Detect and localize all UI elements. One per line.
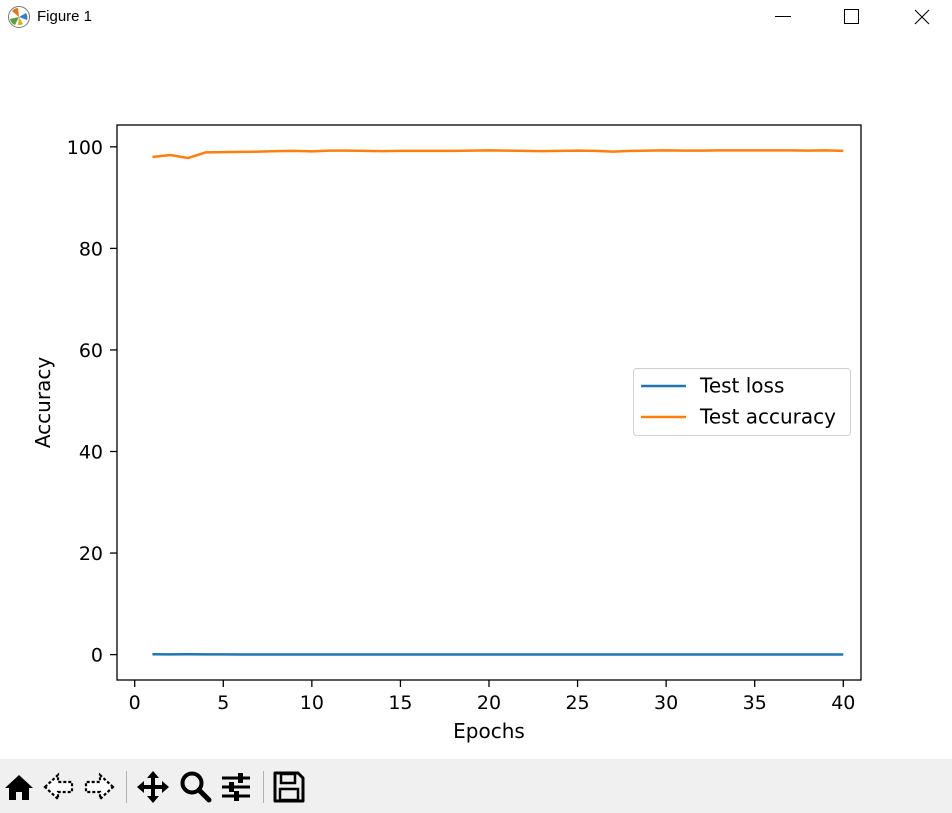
toolbar-separator <box>126 771 127 803</box>
forward-icon <box>84 772 115 802</box>
series-line-test-accuracy <box>152 149 844 160</box>
forward-button[interactable] <box>80 769 116 805</box>
x-axis-label: Epochs <box>453 719 525 743</box>
x-tick-label: 25 <box>565 692 589 714</box>
y-tick-label: 40 <box>79 442 103 464</box>
home-icon <box>5 775 33 800</box>
x-tick-label: 10 <box>300 692 324 714</box>
plot-frame <box>116 124 862 681</box>
window-titlebar: Figure 1 <box>0 0 952 36</box>
zoom-button[interactable] <box>177 769 213 805</box>
save-button[interactable] <box>271 769 307 805</box>
minimize-button[interactable] <box>760 0 806 34</box>
y-tick-label: 60 <box>79 340 103 362</box>
window-title: Figure 1 <box>37 8 93 25</box>
toolbar-separator <box>263 771 264 803</box>
maximize-icon <box>844 9 859 24</box>
x-tick-label: 40 <box>831 692 855 714</box>
pan-button[interactable] <box>135 769 171 805</box>
pan-icon <box>137 771 169 803</box>
x-tick-label: 30 <box>654 692 678 714</box>
navigation-toolbar <box>0 759 952 813</box>
back-icon <box>43 772 74 802</box>
close-button[interactable] <box>899 0 945 34</box>
maximize-button[interactable] <box>829 0 875 34</box>
y-tick-label: 0 <box>91 645 103 667</box>
legend-label-loss: Test loss <box>699 374 784 398</box>
x-tick-label: 20 <box>477 692 501 714</box>
x-tick-label: 0 <box>129 692 141 714</box>
configure-subplots-icon <box>222 773 250 801</box>
close-icon <box>914 9 930 25</box>
matplotlib-icon <box>8 6 30 28</box>
x-tick-label: 35 <box>743 692 767 714</box>
figure-canvas: 0 5 10 15 20 25 30 35 40 0 20 40 60 80 100 Epochs Acc… <box>0 36 952 759</box>
y-axis-label: Accuracy <box>31 357 55 448</box>
x-tick-label: 15 <box>388 692 412 714</box>
configure-subplots-button[interactable] <box>218 769 254 805</box>
legend-frame <box>633 368 851 436</box>
minimize-icon <box>775 16 791 17</box>
legend: Test loss Test accuracy <box>633 368 851 436</box>
back-button[interactable] <box>42 769 78 805</box>
x-tick-label: 5 <box>217 692 229 714</box>
save-icon <box>273 771 305 803</box>
legend-label-accuracy: Test accuracy <box>699 405 836 429</box>
y-tick-label: 80 <box>79 238 103 260</box>
zoom-icon <box>180 771 212 803</box>
y-tick-label: 20 <box>79 543 103 565</box>
line-chart: 0 5 10 15 20 25 30 35 40 0 20 40 60 80 100 Epochs Acc… <box>31 124 862 743</box>
home-button[interactable] <box>1 769 37 805</box>
y-tick-label: 100 <box>67 137 103 159</box>
